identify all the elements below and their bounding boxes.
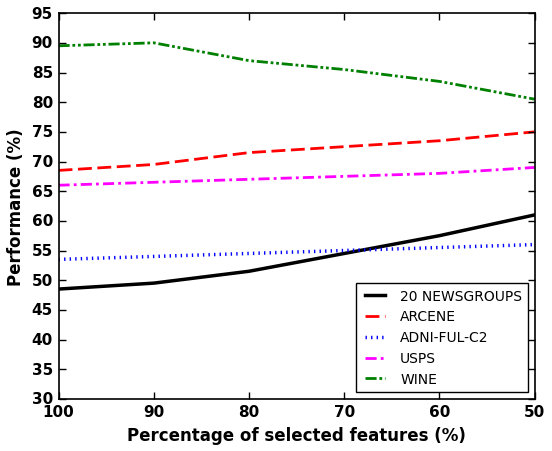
Y-axis label: Performance (%): Performance (%) [7,128,25,285]
Legend: 20 NEWSGROUPS, ARCENE, ADNI-FUL-C2, USPS, WINE: 20 NEWSGROUPS, ARCENE, ADNI-FUL-C2, USPS… [355,283,528,392]
X-axis label: Percentage of selected features (%): Percentage of selected features (%) [127,426,466,444]
